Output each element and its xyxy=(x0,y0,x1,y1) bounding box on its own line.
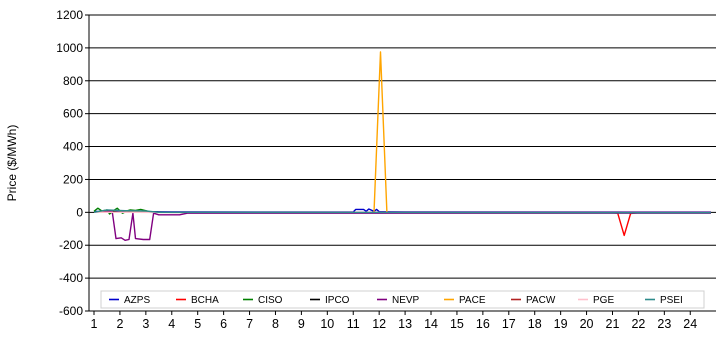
x-tick-label: 2 xyxy=(116,317,123,331)
y-tick-label: 0 xyxy=(76,205,83,219)
y-tick-label: 400 xyxy=(63,140,83,154)
legend: AZPS BCHA CISO IPCO NEVP PACE PACW PGE PSEI xyxy=(100,290,705,309)
y-tick-label: 1200 xyxy=(56,8,83,22)
x-tick-label: 8 xyxy=(272,317,279,331)
x-tick-label: 12 xyxy=(372,317,386,331)
x-tick-label: 6 xyxy=(220,317,227,331)
x-tick-label: 21 xyxy=(606,317,620,331)
legend-box xyxy=(100,290,705,309)
x-tick-label: 5 xyxy=(194,317,201,331)
legend-label-bcha: BCHA xyxy=(191,295,219,306)
x-tick-label: 17 xyxy=(502,317,516,331)
x-tick-label: 10 xyxy=(320,317,334,331)
legend-label-ciso: CISO xyxy=(258,295,283,306)
series-line-psei xyxy=(93,209,712,214)
x-tick-label: 15 xyxy=(450,317,464,331)
x-tick-label: 1 xyxy=(91,317,98,331)
legend-label-pace: PACE xyxy=(459,295,486,306)
x-tick-label: 22 xyxy=(631,317,645,331)
x-tick-label: 4 xyxy=(168,317,175,331)
y-tick-label: -600 xyxy=(59,304,83,318)
x-tick-label: 7 xyxy=(246,317,253,331)
x-tick-label: 14 xyxy=(424,317,438,331)
x-tick-label: 19 xyxy=(554,317,568,331)
x-tick-label: 24 xyxy=(683,317,697,331)
y-tick-label: -400 xyxy=(59,271,83,285)
y-tick-label: 200 xyxy=(63,172,83,186)
x-tick-label: 20 xyxy=(580,317,594,331)
y-tick-label: 800 xyxy=(63,74,83,88)
x-tick-label: 13 xyxy=(398,317,412,331)
legend-label-ipco: IPCO xyxy=(325,295,350,306)
x-tick-label: 3 xyxy=(142,317,149,331)
y-tick-label: -200 xyxy=(59,238,83,252)
series-group xyxy=(93,51,712,241)
legend-label-pacw: PACW xyxy=(526,295,556,306)
y-axis-label: Price ($/MWh) xyxy=(5,125,19,202)
x-tick-label: 16 xyxy=(476,317,490,331)
x-tick-label: 23 xyxy=(657,317,671,331)
legend-label-nevp: NEVP xyxy=(392,295,420,306)
x-tick-label: 11 xyxy=(347,317,360,331)
y-tick-label: 600 xyxy=(63,107,83,121)
legend-label-pge: PGE xyxy=(593,295,614,306)
series-line-nevp xyxy=(93,210,711,241)
y-tick-label: 1000 xyxy=(56,41,83,55)
x-tick-label: 18 xyxy=(528,317,542,331)
legend-label-azps: AZPS xyxy=(124,295,150,306)
x-tick-label: 9 xyxy=(298,317,305,331)
legend-label-psei: PSEI xyxy=(660,295,683,306)
